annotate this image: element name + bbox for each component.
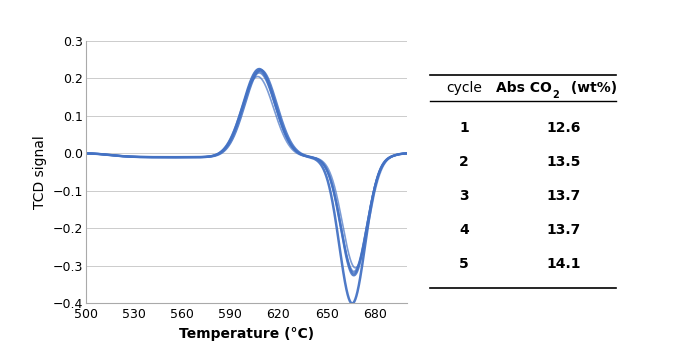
Text: 1: 1 [459, 121, 469, 135]
Text: 2: 2 [553, 90, 559, 100]
Text: 12.6: 12.6 [547, 121, 582, 135]
Text: 14.1: 14.1 [547, 257, 582, 271]
Text: 13.5: 13.5 [547, 155, 582, 169]
Y-axis label: TCD signal: TCD signal [34, 135, 48, 209]
Text: 13.7: 13.7 [547, 189, 581, 203]
Text: 4: 4 [459, 223, 469, 237]
Text: 13.7: 13.7 [547, 223, 581, 237]
X-axis label: Temperature (°C): Temperature (°C) [179, 327, 314, 341]
Text: 2: 2 [459, 155, 469, 169]
Text: Abs CO: Abs CO [496, 81, 552, 95]
Text: 3: 3 [459, 189, 469, 203]
Text: 5: 5 [459, 257, 469, 271]
Text: cycle: cycle [446, 81, 482, 95]
Text: (wt%): (wt%) [566, 81, 617, 95]
